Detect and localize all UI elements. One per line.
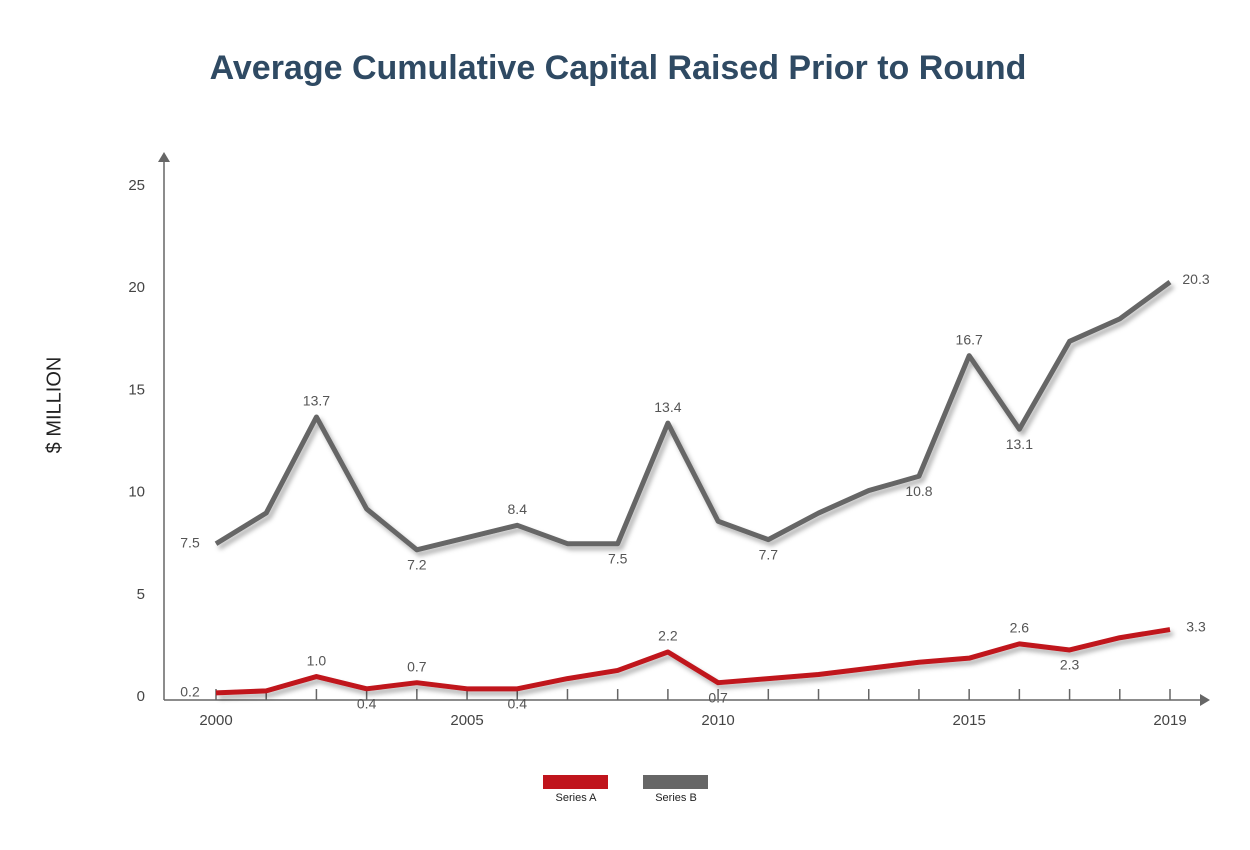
data-label: 0.7 — [708, 689, 728, 705]
data-label: 2.6 — [1010, 620, 1030, 636]
series-line — [215, 627, 1171, 696]
data-label: 0.4 — [357, 696, 377, 712]
y-axis-label: $ MILLION — [43, 357, 65, 454]
legend-label: Series A — [556, 792, 598, 804]
y-tick-label: 15 — [128, 381, 145, 398]
data-label: 2.3 — [1060, 657, 1080, 673]
y-tick-label: 0 — [137, 688, 145, 705]
legend-label: Series B — [655, 792, 697, 804]
legend-swatch — [643, 775, 708, 789]
data-label: 7.5 — [608, 550, 628, 566]
data-label: 7.7 — [759, 546, 779, 562]
data-label: 7.5 — [180, 534, 200, 550]
y-tick-label: 25 — [128, 177, 145, 194]
data-label: 3.3 — [1186, 618, 1206, 634]
data-label: 10.8 — [905, 483, 932, 499]
data-label: 13.7 — [303, 393, 330, 409]
x-tick-label: 2000 — [199, 712, 232, 729]
x-tick-label: 2015 — [952, 712, 985, 729]
legend-swatch — [543, 775, 608, 789]
data-label: 0.7 — [407, 658, 427, 674]
y-axis-arrow — [158, 152, 170, 162]
data-label: 0.4 — [508, 696, 528, 712]
series-line — [214, 280, 1172, 553]
chart-title: Average Cumulative Capital Raised Prior … — [210, 49, 1027, 87]
data-label: 13.4 — [654, 399, 681, 415]
data-label: 13.1 — [1006, 436, 1033, 452]
y-tick-label: 10 — [128, 484, 145, 501]
y-tick-label: 5 — [137, 586, 145, 603]
x-tick-label: 2019 — [1153, 712, 1186, 729]
data-label: 8.4 — [508, 501, 528, 517]
data-label: 2.2 — [658, 628, 678, 644]
data-label: 0.2 — [180, 684, 200, 700]
x-axis-arrow — [1200, 694, 1210, 706]
y-tick-label: 20 — [128, 279, 145, 296]
data-label: 7.2 — [407, 557, 427, 573]
data-label: 1.0 — [307, 652, 327, 668]
x-tick-label: 2005 — [450, 712, 483, 729]
data-label: 20.3 — [1182, 271, 1209, 287]
data-label: 16.7 — [956, 331, 983, 347]
x-tick-label: 2010 — [701, 712, 734, 729]
